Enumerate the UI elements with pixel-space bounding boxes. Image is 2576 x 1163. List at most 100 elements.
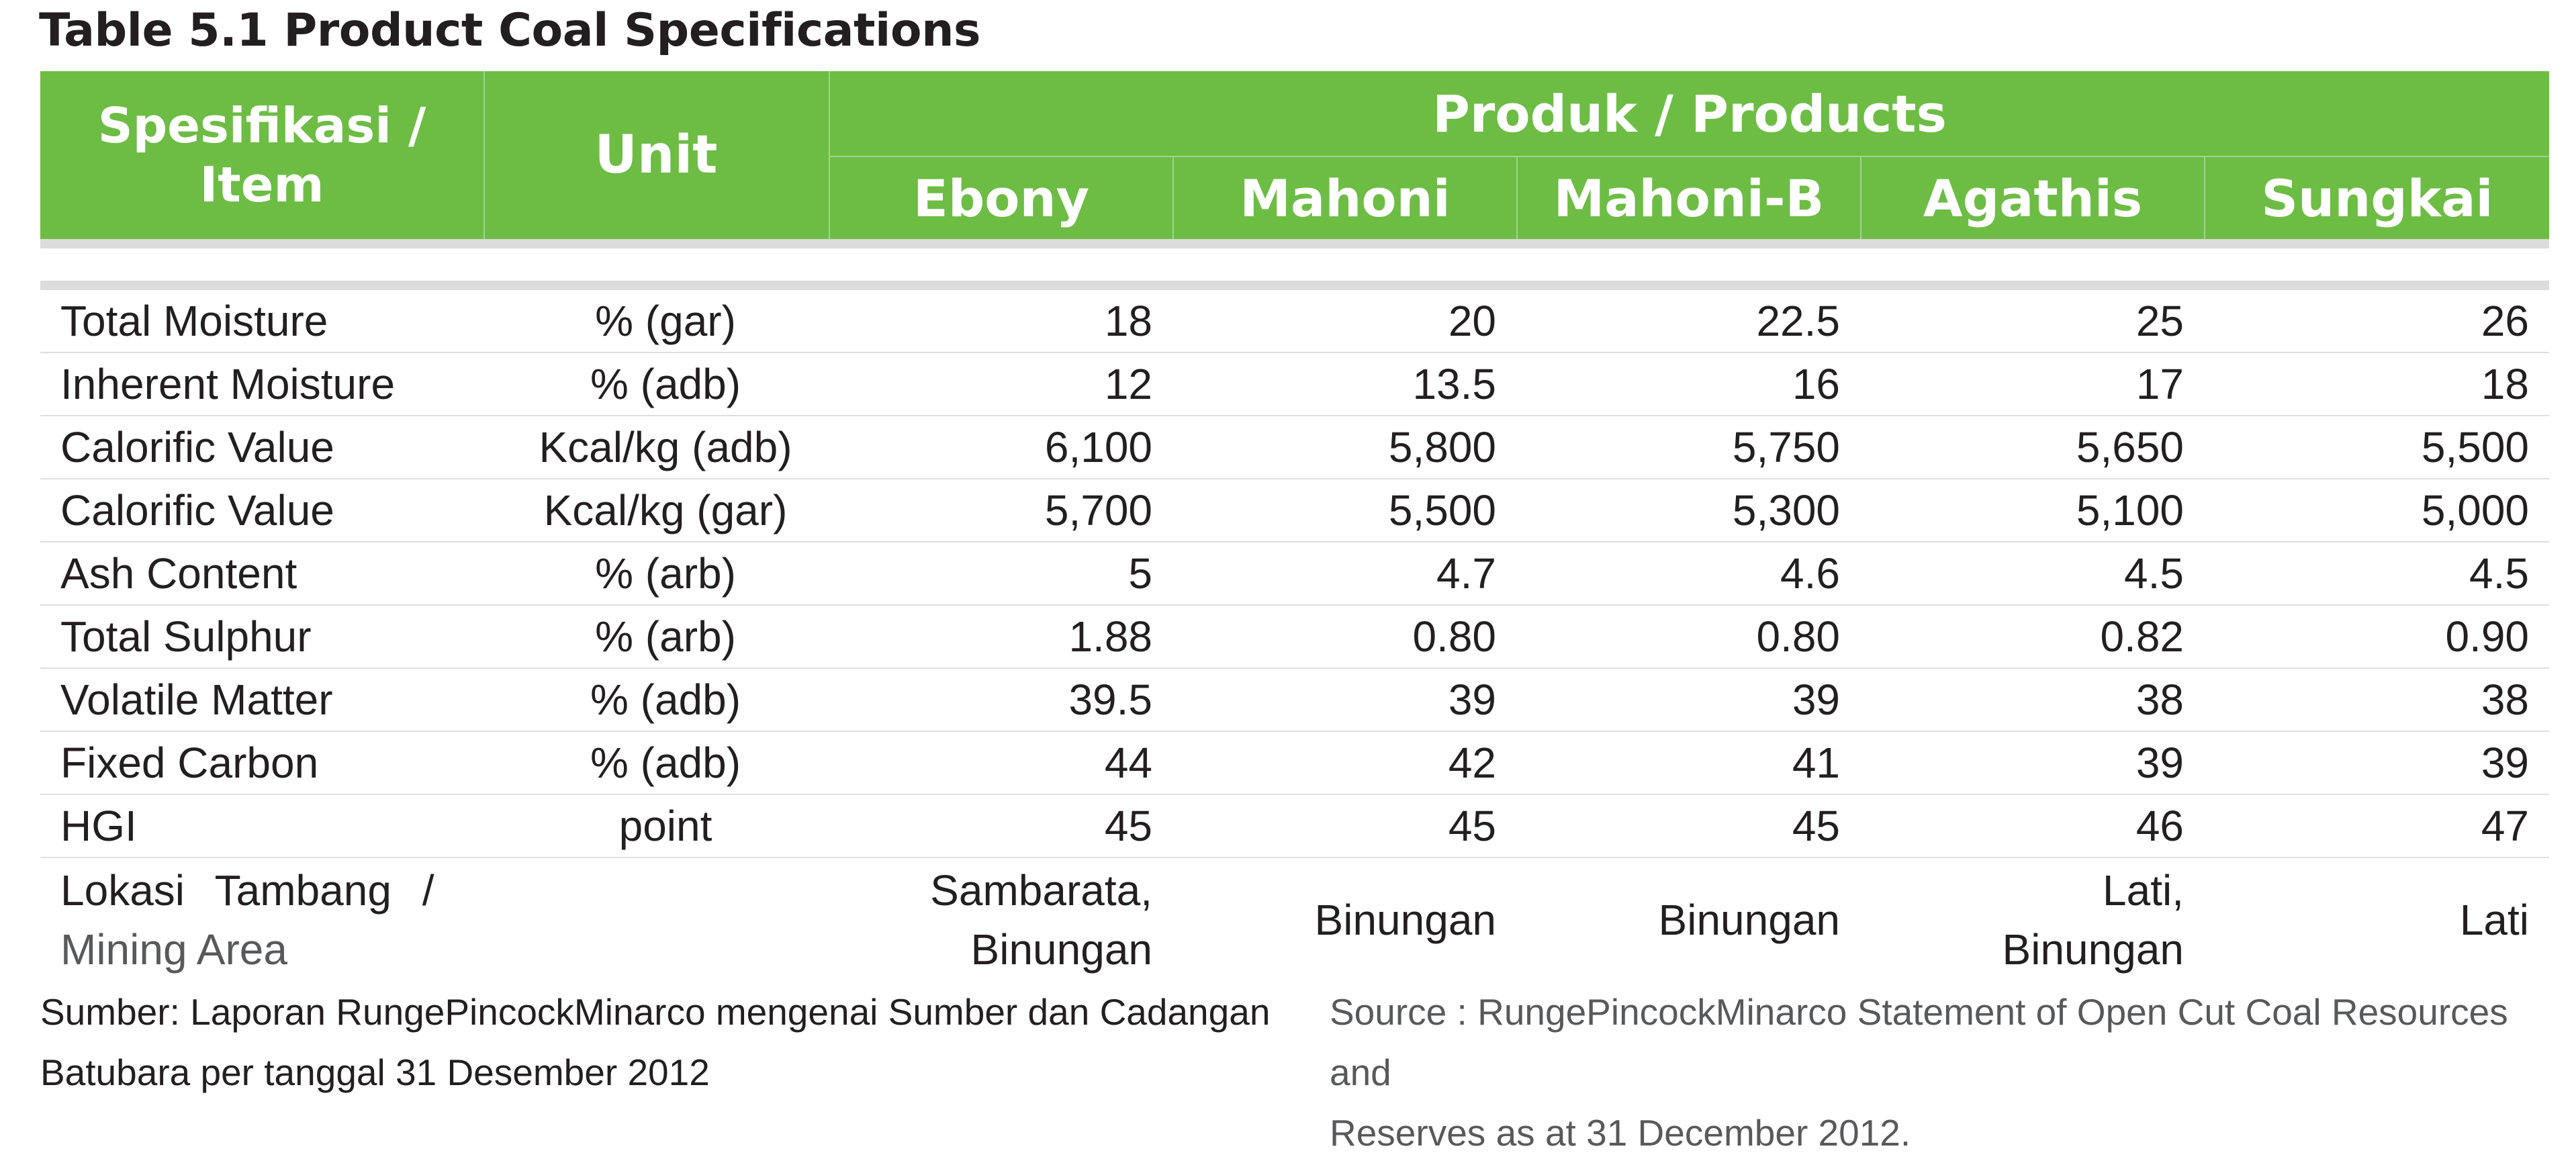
header-divider bbox=[1860, 157, 1861, 239]
value-sungkai: 18 bbox=[2481, 360, 2529, 408]
location-label-line1: Lokasi Tambang / bbox=[60, 866, 434, 915]
source-note-indonesian: Sumber: Laporan RungePincockMinarco meng… bbox=[40, 982, 1296, 1103]
row-item: Inherent Moisture bbox=[60, 360, 396, 408]
value-mahoni-b: 45 bbox=[1792, 802, 1840, 850]
value-mahoni: 13.5 bbox=[1412, 360, 1496, 408]
value-mahoni-b: 5,300 bbox=[1732, 486, 1840, 534]
source-note-indonesian-line2: Batubara per tanggal 31 Desember 2012 bbox=[40, 1052, 710, 1093]
value-mahoni: 5,800 bbox=[1388, 423, 1496, 471]
location-ebony-line2: Binungan bbox=[970, 925, 1152, 974]
header-divider bbox=[2204, 157, 2205, 239]
table-row: Fixed Carbon % (adb) 44 42 41 39 39 bbox=[40, 732, 2549, 795]
row-unit: % (arb) bbox=[595, 549, 736, 598]
value-sungkai: 0.90 bbox=[2445, 612, 2529, 661]
value-ebony: 18 bbox=[1104, 297, 1152, 345]
row-item: Calorific Value bbox=[60, 486, 334, 534]
value-agathis: 17 bbox=[2135, 360, 2184, 408]
row-item: Calorific Value bbox=[60, 423, 334, 471]
header-product-sungkai: Sungkai bbox=[2261, 168, 2493, 228]
row-unit: Kcal/kg (gar) bbox=[543, 486, 788, 534]
value-mahoni-b: 39 bbox=[1792, 676, 1840, 724]
row-item: Total Moisture bbox=[60, 297, 328, 345]
header-unit: Unit bbox=[594, 125, 718, 185]
header-separator-band bbox=[40, 239, 2549, 248]
source-note-english-line1: Source : RungePincockMinarco Statement o… bbox=[1330, 991, 2508, 1093]
header-divider bbox=[484, 71, 485, 239]
row-item: Total Sulphur bbox=[60, 612, 312, 661]
table-title: Table 5.1 Product Coal Specifications bbox=[39, 4, 980, 57]
value-mahoni: 39 bbox=[1448, 676, 1496, 724]
value-sungkai: 5,000 bbox=[2421, 486, 2529, 534]
source-note-english: Source : RungePincockMinarco Statement o… bbox=[1330, 982, 2552, 1163]
value-ebony: 39.5 bbox=[1068, 676, 1152, 724]
value-ebony: 5,700 bbox=[1044, 486, 1152, 534]
value-ebony: 44 bbox=[1104, 739, 1152, 787]
header-products-group: Produk / Products bbox=[1432, 83, 1947, 144]
location-agathis-line2: Binungan bbox=[2002, 925, 2184, 974]
value-agathis: 0.82 bbox=[2100, 612, 2184, 661]
header-item-line2: Item bbox=[199, 156, 324, 213]
row-unit: % (adb) bbox=[590, 676, 741, 724]
row-unit: % (adb) bbox=[590, 360, 741, 408]
header-item: Spesifikasi / Item bbox=[40, 71, 484, 239]
table-row: HGI point 45 45 45 46 47 bbox=[40, 795, 2549, 858]
location-ebony: Sambarata, Binungan bbox=[830, 858, 1172, 982]
row-item: Volatile Matter bbox=[60, 676, 333, 724]
location-sungkai-line1: Lati bbox=[2459, 896, 2529, 944]
value-sungkai: 26 bbox=[2481, 297, 2529, 345]
location-mahoni: Binungan bbox=[1174, 858, 1516, 982]
header-divider bbox=[1516, 157, 1518, 239]
location-mahoni-b-line1: Binungan bbox=[1658, 896, 1840, 944]
header-separator-band bbox=[40, 281, 2549, 290]
row-unit: Kcal/kg (adb) bbox=[539, 423, 792, 471]
source-note-indonesian-line1: Sumber: Laporan RungePincockMinarco meng… bbox=[40, 991, 1271, 1033]
location-agathis: Lati, Binungan bbox=[1861, 858, 2204, 982]
value-ebony: 1.88 bbox=[1068, 612, 1152, 661]
location-mahoni-line1: Binungan bbox=[1314, 896, 1496, 944]
value-agathis: 5,100 bbox=[2076, 486, 2184, 534]
row-unit: % (adb) bbox=[590, 739, 741, 787]
header-divider bbox=[1172, 157, 1174, 239]
value-mahoni-b: 5,750 bbox=[1732, 423, 1840, 471]
header-product-ebony: Ebony bbox=[913, 168, 1090, 228]
location-ebony-line1: Sambarata, bbox=[930, 866, 1152, 915]
value-mahoni: 20 bbox=[1448, 297, 1496, 345]
value-sungkai: 38 bbox=[2481, 676, 2529, 724]
value-sungkai: 47 bbox=[2481, 802, 2529, 850]
value-mahoni: 0.80 bbox=[1412, 612, 1496, 661]
row-item: HGI bbox=[60, 802, 137, 850]
location-sungkai: Lati bbox=[2205, 858, 2549, 982]
table-row: Volatile Matter % (adb) 39.5 39 39 38 38 bbox=[40, 669, 2549, 732]
header-divider bbox=[829, 71, 830, 239]
row-item: Ash Content bbox=[60, 549, 297, 598]
value-mahoni-b: 4.6 bbox=[1780, 549, 1840, 598]
location-agathis-line1: Lati, bbox=[2103, 866, 2184, 915]
value-mahoni: 42 bbox=[1448, 739, 1496, 787]
header-divider bbox=[830, 156, 2549, 157]
value-ebony: 5 bbox=[1128, 549, 1152, 598]
value-mahoni-b: 41 bbox=[1792, 739, 1840, 787]
value-mahoni: 45 bbox=[1448, 802, 1496, 850]
value-mahoni-b: 16 bbox=[1792, 360, 1840, 408]
header-item-line1: Spesifikasi / bbox=[97, 97, 426, 154]
row-unit: point bbox=[618, 802, 712, 850]
source-note-english-line2: Reserves as at 31 December 2012. bbox=[1330, 1112, 1911, 1154]
value-mahoni-b: 22.5 bbox=[1756, 297, 1840, 345]
table-header: Spesifikasi / Item Unit Produk / Product… bbox=[40, 71, 2549, 239]
row-unit: % (gar) bbox=[595, 297, 736, 345]
value-sungkai: 5,500 bbox=[2421, 423, 2529, 471]
location-label-line2: Mining Area bbox=[60, 925, 287, 974]
value-agathis: 38 bbox=[2135, 676, 2184, 724]
table-row: Total Sulphur % (arb) 1.88 0.80 0.80 0.8… bbox=[40, 606, 2549, 669]
value-ebony: 12 bbox=[1104, 360, 1152, 408]
value-mahoni: 4.7 bbox=[1436, 549, 1496, 598]
location-mahoni-b: Binungan bbox=[1518, 858, 1860, 982]
header-product-mahoni-b: Mahoni-B bbox=[1553, 168, 1825, 228]
value-sungkai: 4.5 bbox=[2469, 549, 2529, 598]
row-item-location: Lokasi Tambang / Mining Area bbox=[60, 858, 434, 982]
value-sungkai: 39 bbox=[2481, 739, 2529, 787]
header-product-agathis: Agathis bbox=[1923, 168, 2143, 228]
value-mahoni: 5,500 bbox=[1388, 486, 1496, 534]
table-row: Total Moisture % (gar) 18 20 22.5 25 26 bbox=[40, 290, 2549, 353]
table-row-location: Lokasi Tambang / Mining Area Sambarata, … bbox=[40, 858, 2549, 982]
